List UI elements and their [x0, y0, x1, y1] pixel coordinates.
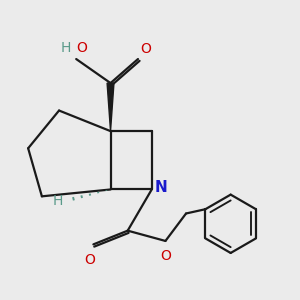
Text: O: O [85, 253, 95, 267]
Text: O: O [161, 248, 172, 262]
Text: H: H [61, 41, 71, 55]
Text: O: O [141, 42, 152, 56]
Text: H: H [53, 194, 63, 208]
Text: N: N [154, 180, 167, 195]
Text: O: O [76, 41, 87, 55]
Polygon shape [107, 83, 114, 131]
